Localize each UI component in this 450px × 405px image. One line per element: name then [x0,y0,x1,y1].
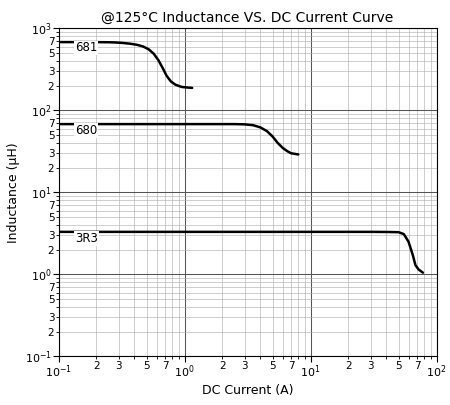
Title: @125°C Inductance VS. DC Current Curve: @125°C Inductance VS. DC Current Curve [101,11,394,24]
X-axis label: DC Current (A): DC Current (A) [202,384,293,397]
Text: 3R3: 3R3 [75,232,98,245]
Text: 681: 681 [75,41,97,54]
Text: 680: 680 [75,124,97,137]
Y-axis label: Inductance (μH): Inductance (μH) [7,142,20,243]
